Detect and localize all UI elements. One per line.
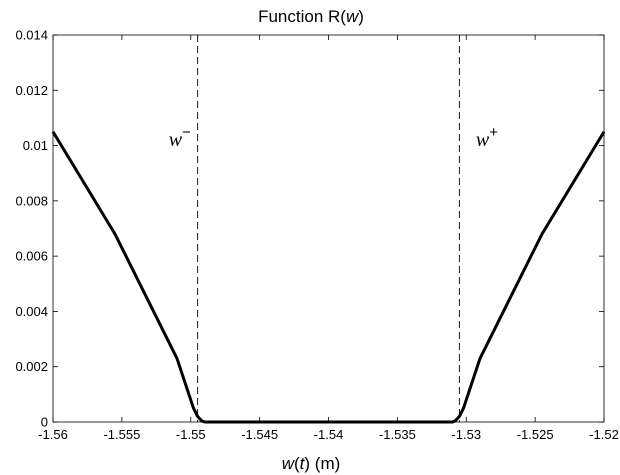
y-tick-label: 0.014: [15, 28, 48, 43]
series-line: [51, 130, 606, 424]
plot-area: [52, 34, 605, 423]
y-tick-label: 0.004: [15, 304, 48, 319]
x-tick-label: -1.525: [517, 427, 554, 442]
x-tick-label: -1.54: [314, 427, 344, 442]
series-group: [51, 130, 606, 424]
x-axis-ticks: -1.56 -1.555 -1.55 -1.545 -1.54 -1.535 -1.53 -1…: [38, 35, 619, 442]
x-tick-label: -1.52: [589, 427, 619, 442]
y-tick-label: 0.01: [23, 138, 48, 153]
annotations: w− w+: [169, 124, 499, 151]
y-tick-label: 0: [41, 415, 48, 430]
x-tick-label: -1.56: [38, 427, 68, 442]
y-tick-label: 0.002: [15, 359, 48, 374]
annotation-label: w−: [169, 124, 191, 151]
x-tick-label: -1.535: [379, 427, 416, 442]
x-tick-label: -1.53: [451, 427, 481, 442]
y-tick-label: 0.012: [15, 83, 48, 98]
y-tick-label: 0.008: [15, 193, 48, 208]
annotation-label: w+: [476, 124, 498, 151]
reference-lines: [197, 35, 460, 422]
x-axis-label: w(t) (m): [282, 454, 341, 473]
x-tick-label: -1.555: [103, 427, 140, 442]
y-tick-label: 0.006: [15, 249, 48, 264]
x-tick-label: -1.545: [241, 427, 278, 442]
y-axis-ticks: 0 0.002 0.004 0.006 0.008 0.01 0.012 0.014: [15, 28, 604, 430]
chart-title: Function R(w): [258, 7, 364, 26]
x-tick-label: -1.55: [176, 427, 206, 442]
